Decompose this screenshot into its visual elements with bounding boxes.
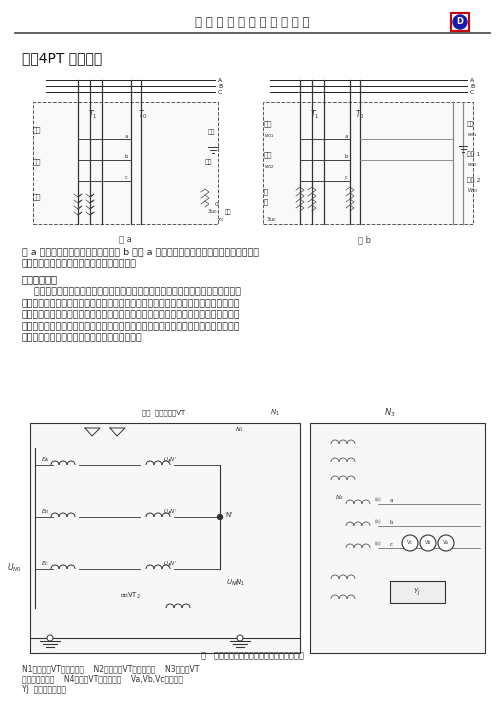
Text: N': N' [225, 512, 232, 518]
Text: 一、4PT 消谐原理: 一、4PT 消谐原理 [22, 51, 102, 65]
Text: c: c [390, 541, 393, 546]
Text: 的剩余电压绕组    N4－单相VT的一次绕组    Va,Vb,Vc－电压表: 的剩余电压绕组 N4－单相VT的一次绕组 Va,Vb,Vc－电压表 [22, 674, 183, 684]
Text: $U_{N0}$: $U_{N0}$ [226, 578, 240, 588]
Text: (a): (a) [375, 520, 382, 525]
Text: 次绕组中性点不接地或经高阻抗接地，则各相绕组跨接在电源的相间电压上，不在与接: 次绕组中性点不接地或经高阻抗接地，则各相绕组跨接在电源的相间电压上，不在与接 [22, 310, 240, 319]
Bar [390, 581, 445, 603]
Text: c: c [125, 175, 128, 180]
Circle shape [47, 635, 53, 641]
Text: 单相VT$_2$: 单相VT$_2$ [119, 591, 141, 601]
Text: 图 a 为抗谐振电压互感器接线图，图 b 是图 a 的优化，具有抗谐振阻振荡功能，比优化: 图 a 为抗谐振电压互感器接线图，图 b 是图 a 的优化，具有抗谐振阻振荡功能… [22, 247, 259, 257]
Text: $U_{N0}$: $U_{N0}$ [7, 562, 22, 574]
Text: c: c [345, 175, 348, 180]
Text: $E_A$: $E_A$ [41, 456, 49, 464]
Text: (a): (a) [375, 498, 382, 503]
Text: C: C [470, 90, 474, 95]
Text: 地电容相并联，因而不会发生中性点位移，也就不发生谐振。因此采用了互感器中点经: 地电容相并联，因而不会发生中性点位移，也就不发生谐振。因此采用了互感器中点经 [22, 322, 240, 331]
Text: $N_1$: $N_1$ [235, 578, 245, 588]
Text: $N_1$: $N_1$ [235, 426, 244, 434]
Text: N1－三相组VT的一次绕组    N2－三相组VT的二次绕组    N3－三相VT: N1－三相组VT的一次绕组 N2－三相组VT的二次绕组 N3－三相VT [22, 665, 200, 674]
Text: 补偿 1: 补偿 1 [467, 151, 480, 157]
Text: $3u_0$: $3u_0$ [267, 215, 278, 225]
Text: $w_{02}$: $w_{02}$ [467, 161, 478, 169]
Text: 辅: 辅 [264, 189, 268, 195]
Text: b: b [345, 155, 348, 160]
Text: 高压: 高压 [467, 121, 474, 127]
Text: 辅助: 辅助 [33, 194, 41, 200]
Text: b: b [390, 520, 394, 525]
Text: 电源  三个单相组VT: 电源 三个单相组VT [142, 410, 185, 416]
Text: A: A [218, 78, 222, 83]
Text: $3u_0$: $3u_0$ [207, 207, 219, 217]
Text: $U_AN'$: $U_AN'$ [163, 456, 177, 465]
Text: YJ  接地控制继电器: YJ 接地控制继电器 [22, 684, 66, 694]
Text: 高压: 高压 [33, 127, 41, 133]
Text: 图 a: 图 a [118, 235, 132, 245]
Text: $T_1$: $T_1$ [310, 109, 320, 121]
Text: 抗谐振原理：: 抗谐振原理： [22, 274, 58, 284]
Text: $N_3$: $N_3$ [384, 406, 396, 419]
Text: $E_B$: $E_B$ [41, 508, 49, 516]
Text: 厦 门 大 一 互 科 技 有 限 公 司: 厦 门 大 一 互 科 技 有 限 公 司 [195, 16, 309, 29]
Text: D: D [457, 18, 464, 26]
Text: $w_{11}$: $w_{11}$ [264, 132, 275, 140]
Text: $E_C$: $E_C$ [40, 560, 49, 568]
Text: 补偿 2: 补偿 2 [467, 178, 480, 183]
Bar [0, 0, 504, 35]
Text: $x_0$: $x_0$ [217, 216, 225, 224]
Text: 前相电压测量和零序电压测量都能够很准确。: 前相电压测量和零序电压测量都能够很准确。 [22, 260, 137, 269]
Text: $N_2$: $N_2$ [336, 493, 345, 503]
Text: $U_AN'$: $U_AN'$ [163, 508, 177, 516]
Text: 高压: 高压 [264, 120, 273, 128]
Text: $T_0$: $T_0$ [138, 109, 148, 121]
Bar [30, 423, 300, 653]
Circle shape [453, 15, 467, 29]
Text: 0: 0 [215, 202, 218, 207]
Text: Va: Va [443, 540, 449, 545]
Text: a: a [390, 498, 394, 503]
Circle shape [218, 515, 222, 520]
Text: $N_1$: $N_1$ [270, 408, 280, 418]
Text: 测量: 测量 [225, 209, 231, 215]
Text: 中性点绝缘系统中电磁式电压互感器的铁磁谐振发生的根本原因在于互感器铁心在: 中性点绝缘系统中电磁式电压互感器的铁磁谐振发生的根本原因在于互感器铁心在 [22, 287, 241, 297]
Text: 图 b: 图 b [358, 235, 371, 245]
Text: $Y_J$: $Y_J$ [413, 586, 421, 597]
Circle shape [237, 635, 243, 641]
Text: B: B [470, 83, 474, 88]
Text: $w_{12}$: $w_{12}$ [264, 163, 275, 171]
Text: B: B [218, 83, 222, 88]
Text: A: A [470, 78, 474, 83]
Text: $W_{03}$: $W_{03}$ [467, 187, 479, 195]
Text: 图   三相中性点经单相电压互感器接地接线图: 图 三相中性点经单相电压互感器接地接线图 [201, 652, 303, 660]
Text: $T_1$: $T_1$ [88, 109, 98, 121]
Circle shape [402, 535, 418, 551]
Text: Vc: Vc [407, 540, 413, 545]
Text: 单相电压互感器接地的接线方式，如下图所示。: 单相电压互感器接地的接线方式，如下图所示。 [22, 334, 143, 342]
Text: $w_{01}$: $w_{01}$ [467, 131, 478, 139]
Circle shape [438, 535, 454, 551]
Text: $T_0$: $T_0$ [355, 109, 365, 121]
Bar [451, 13, 469, 31]
Text: 助: 助 [264, 199, 268, 205]
Circle shape [420, 535, 436, 551]
Bar [33, 102, 218, 224]
Text: 低压: 低压 [264, 152, 273, 158]
Text: 低压: 低压 [33, 159, 41, 165]
Text: C: C [218, 90, 222, 95]
Text: 补偿: 补偿 [205, 159, 213, 165]
Bar [310, 423, 485, 653]
Text: Vb: Vb [425, 540, 431, 545]
Text: $U_AN'$: $U_AN'$ [163, 560, 177, 568]
Text: b: b [124, 155, 128, 160]
Text: a: a [345, 134, 348, 139]
Text: (a): (a) [375, 541, 382, 546]
Text: 高压: 高压 [208, 129, 216, 135]
Text: 某些激发条件下饱和而使其感抗变小而与线路对地电容的容抗相等所致。如果互感器一: 某些激发条件下饱和而使其感抗变小而与线路对地电容的容抗相等所致。如果互感器一 [22, 299, 240, 308]
Text: a: a [125, 134, 128, 139]
Bar [263, 102, 473, 224]
